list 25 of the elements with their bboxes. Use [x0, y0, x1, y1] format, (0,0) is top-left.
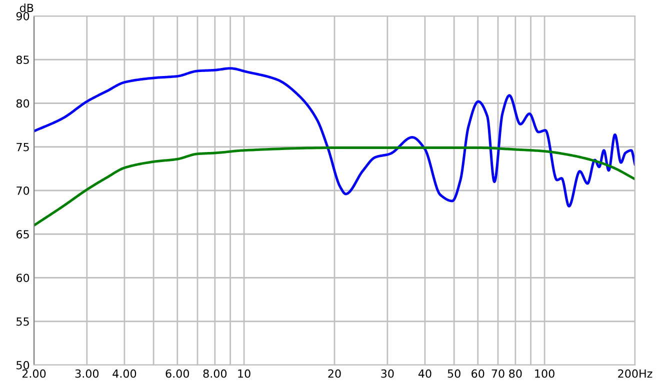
x-tick-label: 8.00 [203, 369, 227, 378]
y-tick-label: 50 [16, 360, 30, 370]
x-tick-label: 6.00 [166, 369, 190, 378]
y-tick-label: 75 [16, 142, 29, 152]
y-tick-label: 60 [16, 274, 30, 282]
y-tick-label: 90 [16, 12, 30, 20]
y-axis-title: dB [20, 4, 34, 12]
y-tick-label: 70 [16, 186, 30, 195]
y-tick-label: 65 [16, 230, 29, 239]
x-tick-label: 70 [492, 369, 504, 378]
x-tick-label: 3.00 [75, 369, 99, 378]
x-tick-label: 50 [448, 369, 460, 378]
x-tick-label: 60 [472, 369, 484, 378]
x-tick-label: 80 [509, 369, 522, 378]
x-tick-label: 200Hz [618, 369, 652, 378]
x-tick-label: 30 [381, 369, 394, 378]
x-tick-label: 10 [238, 369, 250, 378]
y-tick-label: 80 [16, 99, 30, 108]
x-tick-label: 40 [418, 369, 432, 378]
y-tick-label: 55 [16, 317, 29, 326]
x-tick-label: 20 [328, 369, 341, 378]
x-tick-label: 2.00 [22, 369, 46, 378]
x-tick-label: 100 [535, 369, 554, 378]
x-tick-label: 4.00 [112, 369, 136, 378]
y-tick-label: 85 [16, 56, 29, 64]
